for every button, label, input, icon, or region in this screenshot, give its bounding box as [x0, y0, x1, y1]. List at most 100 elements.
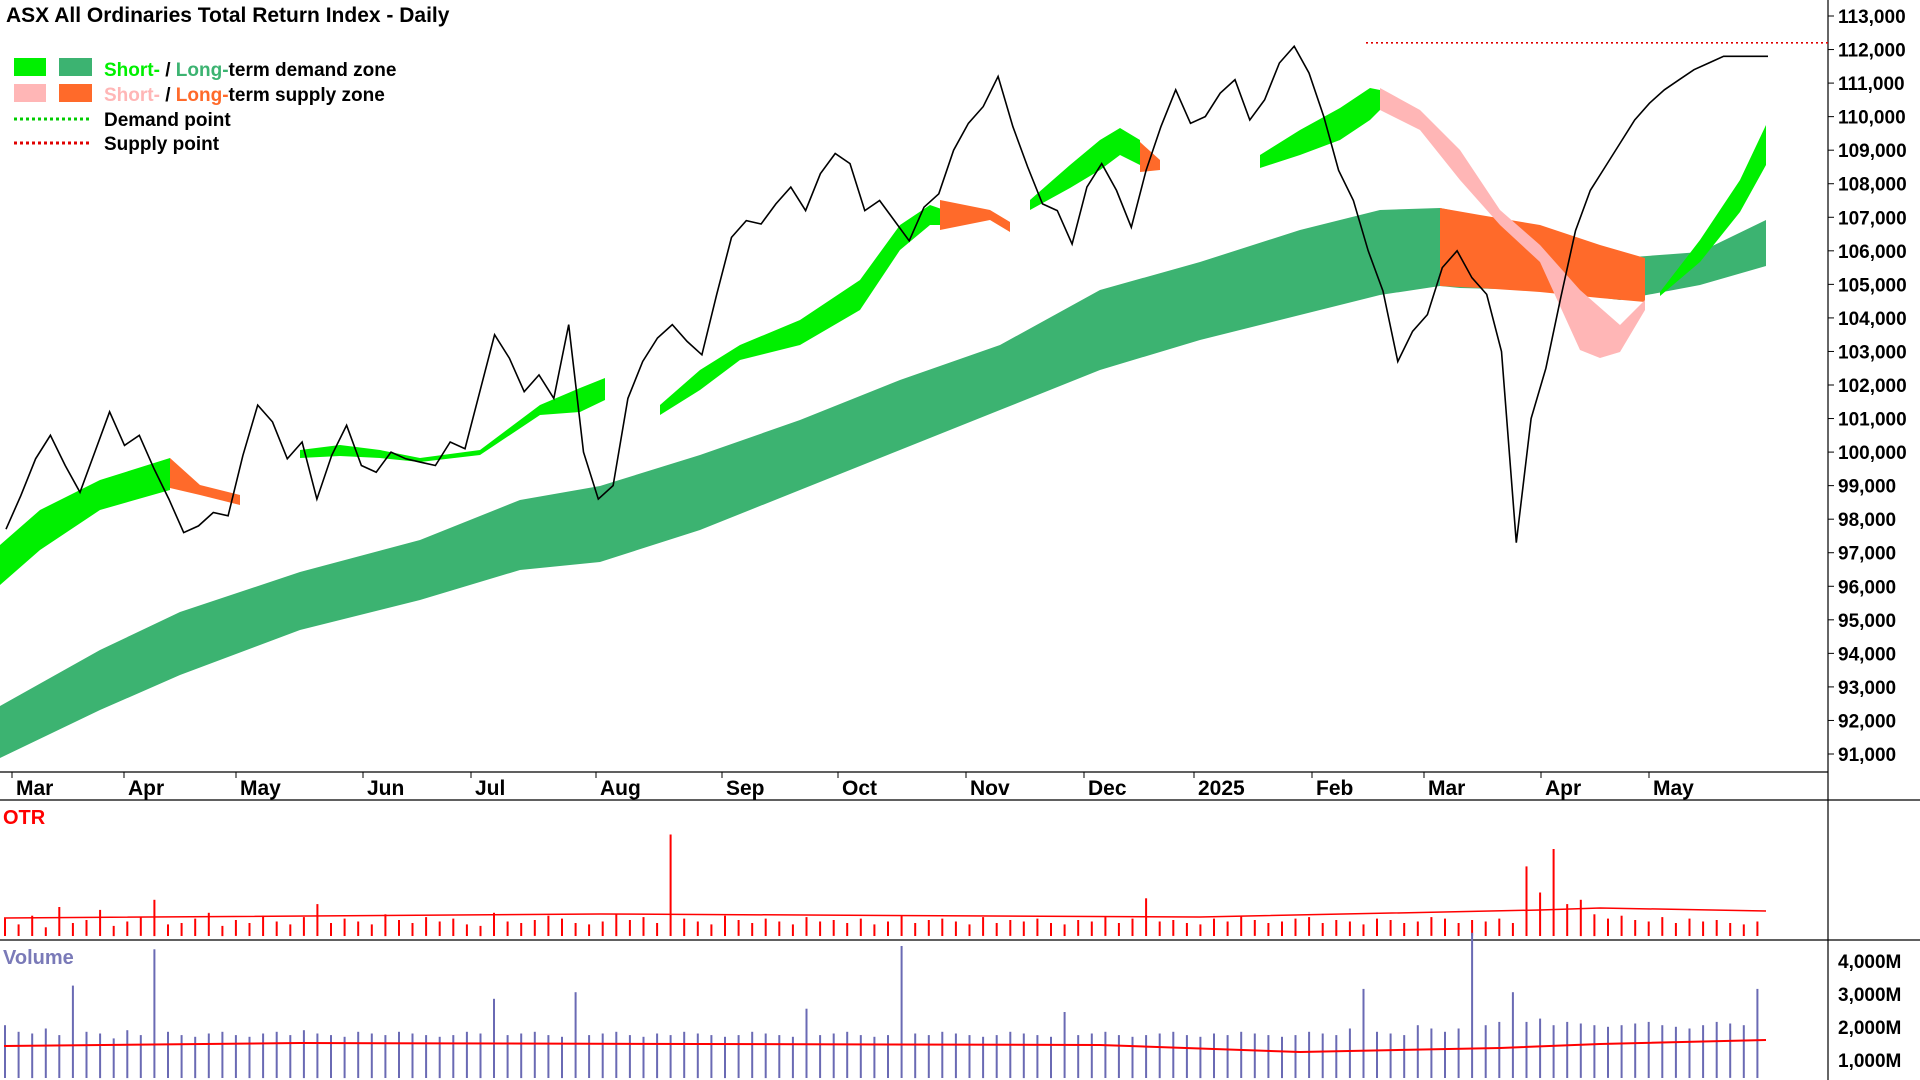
volume-bar [1430, 1028, 1433, 1078]
y-tick-label: 103,000 [1838, 342, 1907, 363]
otr-bar [112, 925, 115, 937]
price-line [5, 44, 1768, 543]
short-term-demand-zone [1660, 125, 1766, 296]
otr-bar [465, 924, 468, 936]
otr-bar [561, 918, 563, 936]
volume-bar [194, 1036, 197, 1079]
volume-bar [1348, 1028, 1351, 1078]
otr-bar [615, 914, 618, 937]
volume-bar [927, 1035, 930, 1078]
volume-bar [819, 1035, 822, 1078]
otr-bar [710, 924, 713, 936]
otr-bar [982, 917, 985, 936]
otr-bar [1158, 921, 1161, 936]
y-tick-label: 105,000 [1838, 275, 1907, 296]
otr-bar [859, 918, 862, 936]
otr-bar [832, 920, 835, 936]
volume-bar [44, 1028, 47, 1078]
volume-bar [1416, 1025, 1419, 1078]
otr-bar [724, 915, 726, 936]
otr-bar [1620, 915, 1623, 936]
y-tick-label: 99,000 [1838, 477, 1896, 498]
volume-bar [58, 1035, 61, 1078]
x-month-label: Jul [475, 777, 505, 800]
otr-average-line [3, 907, 1767, 919]
otr-bar [1430, 917, 1433, 936]
otr-bar [180, 923, 183, 936]
volume-bar [479, 1033, 482, 1079]
volume-bar [1661, 1025, 1664, 1078]
volume-bar [533, 1031, 536, 1078]
volume-bar [1457, 1028, 1460, 1078]
volume-bar [900, 946, 903, 1078]
volume-bar [112, 1038, 115, 1078]
y-tick-label: 102,000 [1838, 376, 1907, 397]
otr-bar [873, 924, 876, 936]
volume-bar [452, 1035, 455, 1078]
volume-bar [656, 1033, 659, 1079]
volume-bar [1389, 1033, 1392, 1079]
volume-bar [1294, 1035, 1297, 1078]
volume-bar [873, 1036, 876, 1079]
volume-bar [642, 1036, 645, 1079]
otr-bar [995, 923, 998, 936]
volume-bar [968, 1035, 971, 1078]
otr-bar [370, 924, 373, 936]
volume-bars [4, 932, 1759, 1079]
volume-bar [1036, 1035, 1039, 1078]
volume-bar [370, 1033, 373, 1079]
otr-bar [1104, 917, 1107, 936]
otr-bar [1022, 921, 1025, 936]
otr-bar [58, 907, 61, 936]
volume-bar [1484, 1025, 1487, 1078]
otr-bar [262, 915, 265, 936]
otr-bar [1552, 849, 1555, 936]
y-tick-label: 113,000 [1838, 7, 1906, 28]
otr-bar [1335, 920, 1338, 936]
volume-bar [1253, 1033, 1256, 1079]
volume-bar [574, 992, 577, 1078]
volume-bar [425, 1035, 428, 1078]
volume-bar [1579, 1023, 1582, 1078]
chart-title: ASX All Ordinaries Total Return Index - … [6, 4, 450, 27]
volume-bar [506, 1035, 509, 1078]
x-month-label: Feb [1316, 777, 1353, 800]
otr-bar [343, 918, 346, 936]
otr-bar [1376, 918, 1378, 936]
otr-bar [126, 921, 129, 936]
otr-bar [1511, 923, 1514, 936]
volume-bar [1281, 1036, 1283, 1079]
otr-bar [1117, 923, 1120, 936]
volume-bar [1009, 1031, 1012, 1078]
volume-bar [724, 1036, 726, 1079]
otr-bar [1213, 918, 1215, 936]
volume-axis-ticks: 4,000M 3,000M 2,000M 1,000M [1838, 952, 1901, 1072]
otr-bar [1661, 917, 1664, 936]
otr-bar [887, 921, 889, 936]
volume-bar [1185, 1035, 1188, 1078]
volume-bar [207, 1033, 210, 1079]
otr-bar [601, 921, 604, 936]
otr-bar [968, 924, 971, 936]
volume-bar [398, 1031, 400, 1078]
otr-bar [1090, 921, 1093, 936]
otr-bar [31, 915, 34, 936]
volume-bar [1376, 1031, 1378, 1078]
y-tick-label: 110,000 [1838, 108, 1906, 129]
volume-bar [520, 1033, 523, 1079]
volume-bar [1308, 1031, 1311, 1078]
otr-bar [17, 924, 20, 936]
volume-bar [1511, 992, 1514, 1078]
x-month-label: Mar [1428, 777, 1465, 800]
y-tick-label: 109,000 [1838, 141, 1907, 162]
x-month-label: May [1653, 777, 1694, 800]
volume-bar [1077, 1035, 1080, 1078]
otr-bar [1484, 921, 1487, 936]
volume-bar [1552, 1025, 1555, 1078]
y-tick-label: 101,000 [1838, 410, 1907, 431]
y-tick-label: 96,000 [1838, 577, 1896, 598]
otr-bar [1389, 920, 1392, 936]
otr-bar [1185, 923, 1188, 936]
otr-bar [275, 921, 278, 936]
